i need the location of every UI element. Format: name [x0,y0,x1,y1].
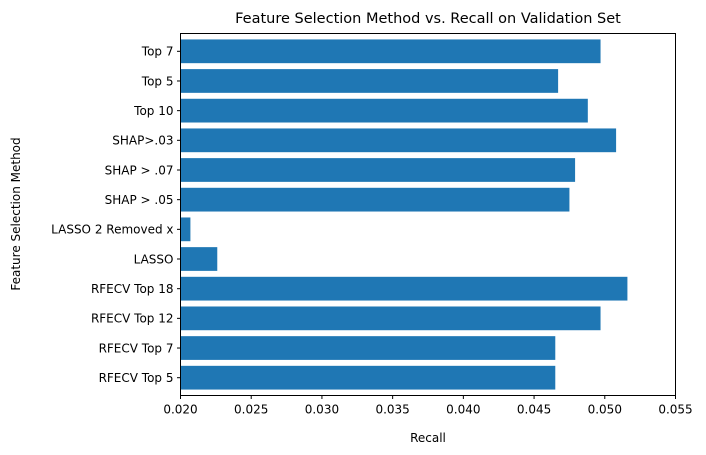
x-tick-label: 0.045 [517,403,551,417]
y-tick-label: Top 10 [133,104,173,118]
y-tick-label: LASSO 2 Removed x [51,223,173,237]
y-tick-label: Top 5 [141,74,174,88]
y-tick-label: SHAP > .07 [105,163,174,177]
bar-lasso-2-removed-x [180,217,191,242]
y-ticks-group: RFECV Top 5 RFECV Top 7 RFECV Top 12 RFECV … [51,45,181,385]
bar-top-7 [180,39,601,64]
bar-shap-07 [180,158,576,182]
bar-shap-03 [180,128,617,153]
x-tick-label: 0.025 [234,403,268,417]
bars-group [180,39,628,390]
y-tick-label: RFECV Top 18 [91,282,174,296]
x-tick-label: 0.050 [588,403,622,417]
bar-top-10 [180,98,588,123]
x-tick-label: 0.040 [446,403,480,417]
x-tick-label: 0.055 [658,403,692,417]
bar-rfecv-top-5 [180,365,556,390]
y-tick-label: LASSO [134,252,174,266]
x-tick-label: 0.035 [375,403,409,417]
x-tick-label: 0.020 [163,403,197,417]
y-axis-label: Feature Selection Method [9,137,23,290]
x-ticks-group: 0.020 0.025 0.030 0.035 0.040 0.045 0.050 0.055 [163,395,693,417]
x-tick-label: 0.030 [305,403,339,417]
chart-title: Feature Selection Method vs. Recall on V… [235,11,621,27]
bar-lasso [180,247,218,271]
plot-frame [180,33,676,396]
bar-rfecv-top-18 [180,276,628,301]
y-tick-label: RFECV Top 7 [99,341,174,355]
y-tick-label: SHAP>.03 [112,134,173,148]
y-tick-label: Top 7 [141,45,174,59]
x-axis-label: Recall [410,431,446,445]
bar-rfecv-top-7 [180,336,556,360]
bar-rfecv-top-12 [180,306,601,331]
y-tick-label: RFECV Top 12 [91,312,174,326]
bar-shap-05 [180,187,570,212]
y-tick-label: RFECV Top 5 [99,371,174,385]
y-tick-label: SHAP > .05 [105,193,174,207]
bar-top-5 [180,69,559,93]
